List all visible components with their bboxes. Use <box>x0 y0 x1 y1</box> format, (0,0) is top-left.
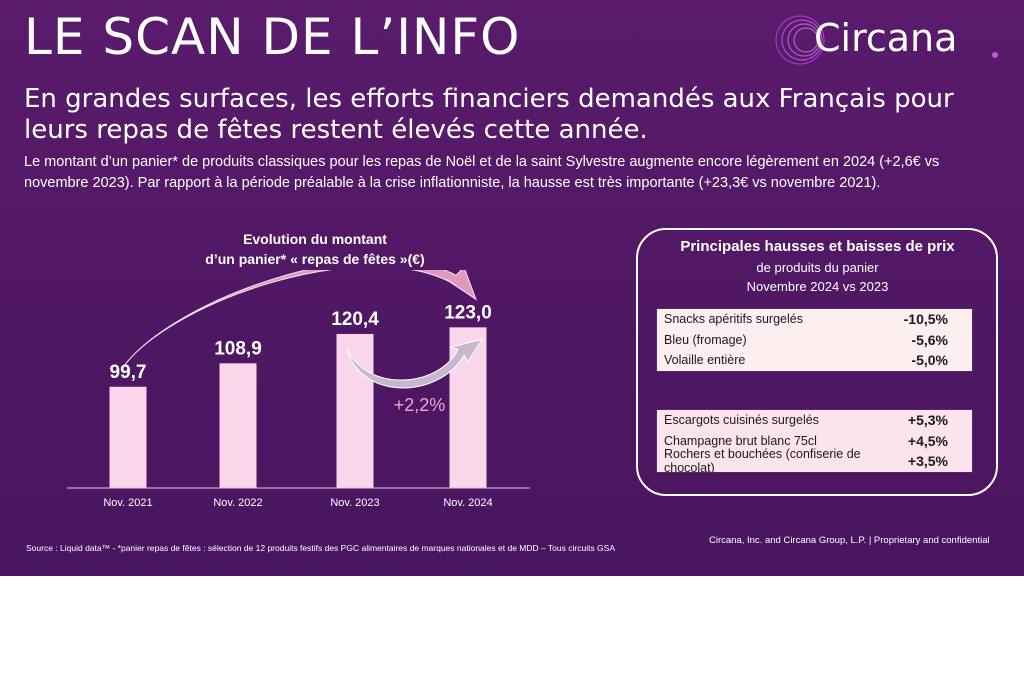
chart-title: Evolution du montant d’un panier* « repa… <box>150 229 480 269</box>
table-row: Bleu (fromage) -5,6% <box>657 330 972 351</box>
price-box-subtitle-line2: Novembre 2024 vs 2023 <box>746 279 889 294</box>
x-tick-label: Nov. 2023 <box>330 497 379 509</box>
price-increases-table: Escargots cuisinés surgelés +5,3% Champa… <box>656 409 973 475</box>
product-label: Champagne brut blanc 75cl <box>664 433 817 448</box>
price-change-value: -5,0% <box>911 352 948 369</box>
infographic-panel: LE SCAN DE L’INFO Circana En grandes sur… <box>0 0 1024 576</box>
proprietary-note: Circana, Inc. and Circana Group, L.P. | … <box>709 535 990 546</box>
price-change-value: +4,5% <box>907 432 948 449</box>
x-tick-label: Nov. 2022 <box>213 497 262 509</box>
product-label: Escargots cuisinés surgelés <box>664 413 819 428</box>
price-change-value: -5,6% <box>911 331 948 348</box>
growth-arrow-2023-2024 <box>346 338 484 389</box>
bar-value-label: 120,4 <box>331 309 379 330</box>
growth-arrow-2021-2024 <box>121 270 478 370</box>
chart-bar <box>336 333 374 488</box>
source-note: Source : Liquid data™ - *panier repas de… <box>26 543 616 553</box>
table-row: Escargots cuisinés surgelés +5,3% <box>657 410 972 431</box>
bar-value-label: 123,0 <box>444 302 492 323</box>
price-change-value: -10,5% <box>903 311 948 328</box>
chart-title-line2: d’un panier* « repas de fêtes »(€) <box>205 251 425 267</box>
price-change-value: +5,3% <box>907 412 948 429</box>
price-change-value: +3,5% <box>907 453 948 470</box>
x-tick-label: Nov. 2024 <box>443 497 492 509</box>
logo-dot <box>992 52 998 58</box>
table-row: Rochers et bouchées (confiserie de choco… <box>657 447 972 475</box>
price-changes-box <box>636 228 998 496</box>
chart-title-line1: Evolution du montant <box>243 231 387 247</box>
price-box-title: Principales hausses et baisses de prix <box>680 238 955 255</box>
bar-value-label: 99,7 <box>110 362 147 383</box>
table-row: Volaille entière -5,0% <box>657 350 972 371</box>
annotation-label: +2,2% <box>394 395 446 415</box>
product-label: Snacks apéritifs surgelés <box>664 312 803 327</box>
chart-bar <box>109 386 147 488</box>
product-label: Bleu (fromage) <box>664 332 747 347</box>
table-row: Champagne brut blanc 75cl +4,5% <box>657 431 972 452</box>
intro-text: Le montant d’un panier* de produits clas… <box>24 154 940 191</box>
page-title: LE SCAN DE L’INFO <box>24 8 521 66</box>
logo-text: Circana <box>814 16 958 60</box>
chart-bar <box>219 363 257 488</box>
table-row: Snacks apéritifs surgelés -10,5% <box>657 309 972 330</box>
price-box-subtitle-line1: de produits du panier <box>756 260 879 275</box>
product-label: Rochers et bouchées (confiserie de choco… <box>664 447 861 476</box>
price-decreases-table: Snacks apéritifs surgelés -10,5% Bleu (f… <box>656 308 973 372</box>
x-tick-label: Nov. 2021 <box>103 497 152 509</box>
headline: En grandes surfaces, les efforts financi… <box>24 84 954 145</box>
product-label: Volaille entière <box>664 353 746 368</box>
circana-swirl-icon <box>775 15 825 65</box>
price-box-subtitle: de produits du panier Novembre 2024 vs 2… <box>636 258 999 296</box>
bar-value-label: 108,9 <box>214 338 262 359</box>
bar-chart: 99,7 Nov. 2021 108,9 Nov. 2022 120,4 Nov. 202… <box>67 270 530 509</box>
circana-logo: Circana <box>772 12 1012 68</box>
